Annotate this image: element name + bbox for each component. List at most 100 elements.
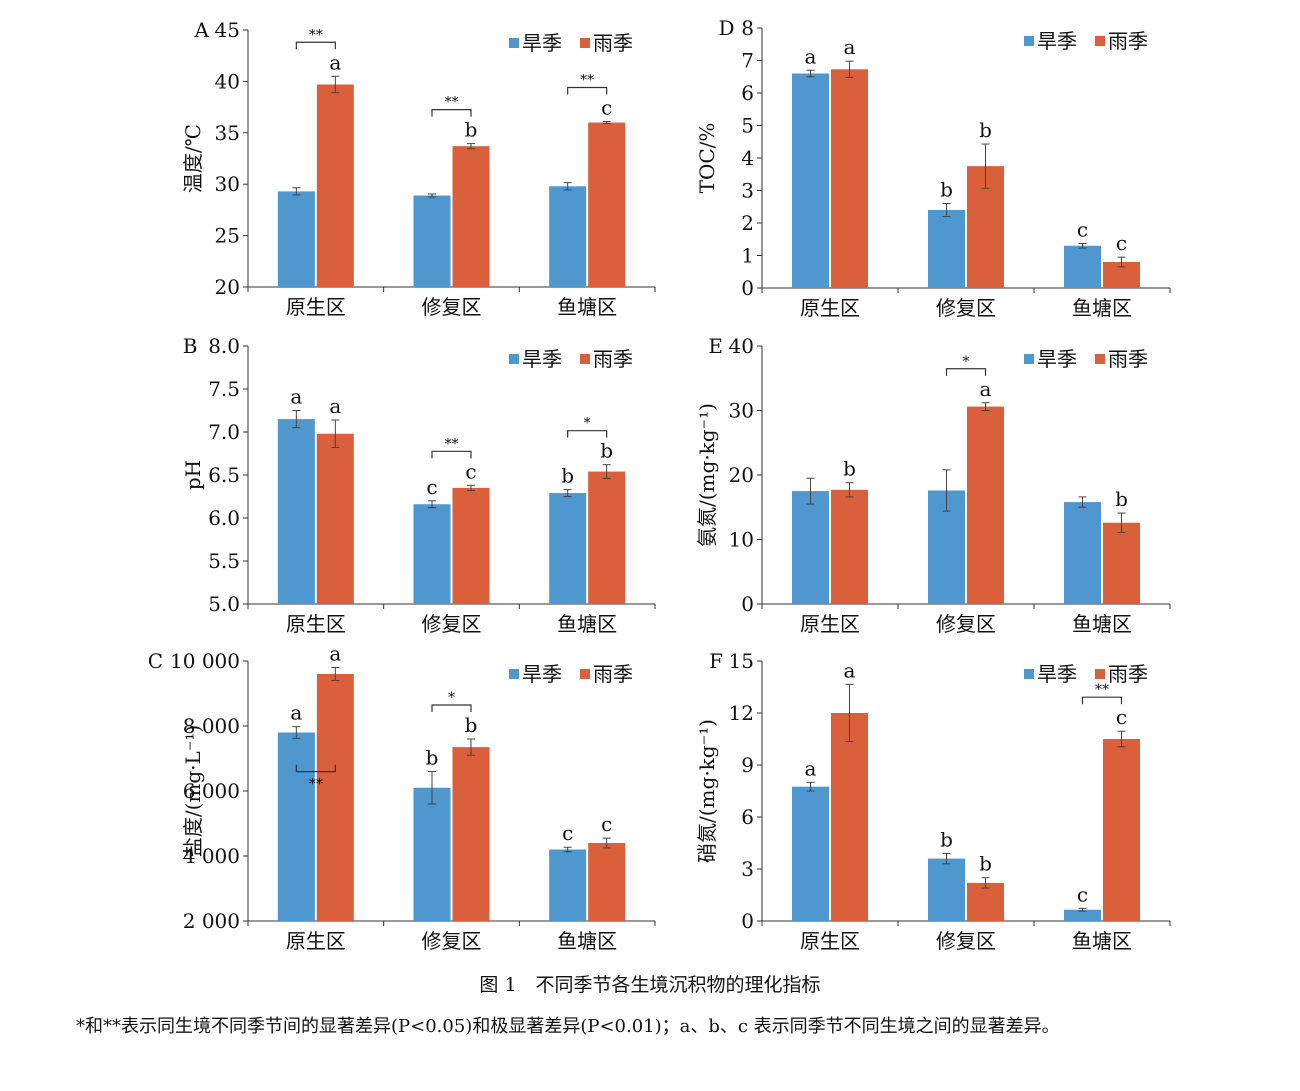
significance-marker: * (448, 690, 455, 706)
y-tick-label: 40 (215, 69, 240, 93)
significance-marker: ** (580, 72, 594, 88)
legend-label-dry: 旱季 (522, 662, 562, 686)
significance-letter: a (329, 50, 341, 74)
y-tick-label: 5 (741, 114, 754, 138)
y-tick-label: 6.0 (208, 506, 240, 530)
significance-letter: c (601, 812, 612, 836)
y-tick-label: 6 (741, 81, 754, 105)
bar-rain (967, 882, 1004, 921)
legend-swatch-rain (580, 354, 590, 364)
bar-rain (831, 713, 868, 921)
significance-letter: b (426, 746, 439, 770)
significance-letter: a (980, 377, 992, 401)
significance-bracket (431, 704, 472, 712)
bar-rain (316, 433, 354, 604)
legend-label-dry: 旱季 (1037, 29, 1077, 53)
significance-marker: ** (445, 95, 459, 111)
y-axis-title: 氨氮/(mg·kg⁻¹) (695, 403, 719, 547)
y-tick-label: 2 000 (183, 909, 240, 933)
significance-marker: ** (1095, 682, 1109, 698)
legend-label-rain: 雨季 (593, 662, 633, 686)
significance-bracket (1081, 696, 1123, 705)
y-tick-label: 0 (741, 909, 754, 933)
legend-label-rain: 雨季 (593, 347, 633, 371)
bar-dry (277, 732, 315, 921)
legend-label-dry: 旱季 (1037, 662, 1077, 686)
bar-dry (792, 786, 829, 921)
bar-dry (1064, 502, 1101, 604)
x-category-label: 修复区 (936, 929, 996, 953)
bar-rain (1103, 739, 1140, 921)
y-tick-label: 6 (741, 805, 754, 829)
panel-letter: E (708, 334, 723, 358)
significance-letter: b (1115, 487, 1128, 511)
legend-swatch-rain (1095, 36, 1105, 46)
x-category-label: 修复区 (422, 612, 482, 636)
bar-rain (588, 843, 626, 921)
legend-label-rain: 雨季 (1108, 347, 1148, 371)
y-axis-title: 盐度/(mg·L⁻¹) (181, 725, 205, 857)
significance-letter: b (843, 457, 856, 481)
y-tick-label: 20 (215, 275, 240, 299)
significance-bracket (567, 86, 608, 95)
y-axis-title: TOC/% (695, 123, 719, 194)
x-category-label: 鱼塘区 (1072, 296, 1132, 320)
x-category-label: 鱼塘区 (557, 295, 617, 319)
y-tick-label: 7 (741, 49, 754, 73)
significance-letter: c (562, 821, 573, 845)
significance-letter: a (805, 44, 817, 68)
x-category-label: 鱼塘区 (1072, 929, 1132, 953)
y-tick-label: 12 (729, 701, 754, 725)
panel-letter: B (183, 334, 198, 358)
significance-letter: c (1116, 231, 1127, 255)
y-tick-label: 9 (741, 753, 754, 777)
chart-panel-e: 0 10 20 30 40 原生区 修复区 鱼塘区 氨氮/(mg·kg⁻¹) Eb a b * 旱季 雨季 (695, 334, 1171, 636)
bar-rain (1103, 522, 1140, 604)
legend-swatch-dry (1024, 669, 1034, 679)
x-category-label: 修复区 (422, 929, 482, 953)
bar-dry (1064, 909, 1101, 921)
bar-rain (452, 747, 490, 921)
significance-letter: c (1116, 705, 1127, 729)
y-tick-label: 3 (741, 857, 754, 881)
bar-dry (549, 186, 587, 287)
x-category-label: 修复区 (936, 612, 996, 636)
significance-letter: a (844, 658, 856, 682)
bar-dry (277, 191, 315, 287)
y-tick-label: 10 000 (170, 649, 240, 673)
panel-letter: C (148, 649, 163, 673)
significance-bracket (431, 450, 472, 459)
legend-label-rain: 雨季 (1108, 29, 1148, 53)
chart-panel-d: 0 1 2 3 4 5 6 7 8 原生区 修复区 鱼塘区 TOC/% Da b c a b c 旱季 雨季 (695, 16, 1171, 320)
bar-rain (831, 489, 868, 604)
significance-bracket (431, 108, 472, 117)
y-tick-label: 10 (729, 528, 754, 552)
bar-rain (588, 471, 626, 604)
significance-letter: b (979, 852, 992, 876)
panel-letter: F (709, 649, 723, 673)
x-category-label: 原生区 (800, 296, 860, 320)
legend-swatch-rain (1095, 669, 1105, 679)
bar-rain (831, 69, 868, 289)
panel-letter: D (718, 16, 734, 40)
figure-note: *和**表示同生境不同季节间的显著差异(P<0.05)和极显著差异(P<0.01… (76, 1016, 1060, 1037)
y-tick-label: 35 (215, 121, 240, 145)
significance-marker: ** (445, 436, 459, 452)
x-category-label: 鱼塘区 (557, 612, 617, 636)
figure-caption: 图 1 不同季节各生境沉积物的理化指标 (479, 974, 821, 996)
y-tick-label: 5.0 (208, 592, 240, 616)
bar-dry (413, 787, 451, 921)
significance-letter: c (1077, 882, 1088, 906)
significance-letter: b (465, 118, 478, 142)
y-tick-label: 6.5 (208, 463, 240, 487)
bar-rain (316, 674, 354, 921)
y-tick-label: 5.5 (208, 549, 240, 573)
significance-letter: a (805, 756, 817, 780)
significance-letter: b (600, 439, 613, 463)
chart-panel-b: 5.0 5.5 6.0 6.5 7.0 7.5 8.0 原生区 修复区 鱼塘区 pH Ba c b a c b *… (181, 334, 656, 636)
bar-dry (792, 73, 829, 288)
significance-letter: c (426, 475, 437, 499)
significance-letter: a (844, 35, 856, 59)
y-tick-label: 40 (729, 334, 754, 358)
y-tick-label: 20 (729, 463, 754, 487)
